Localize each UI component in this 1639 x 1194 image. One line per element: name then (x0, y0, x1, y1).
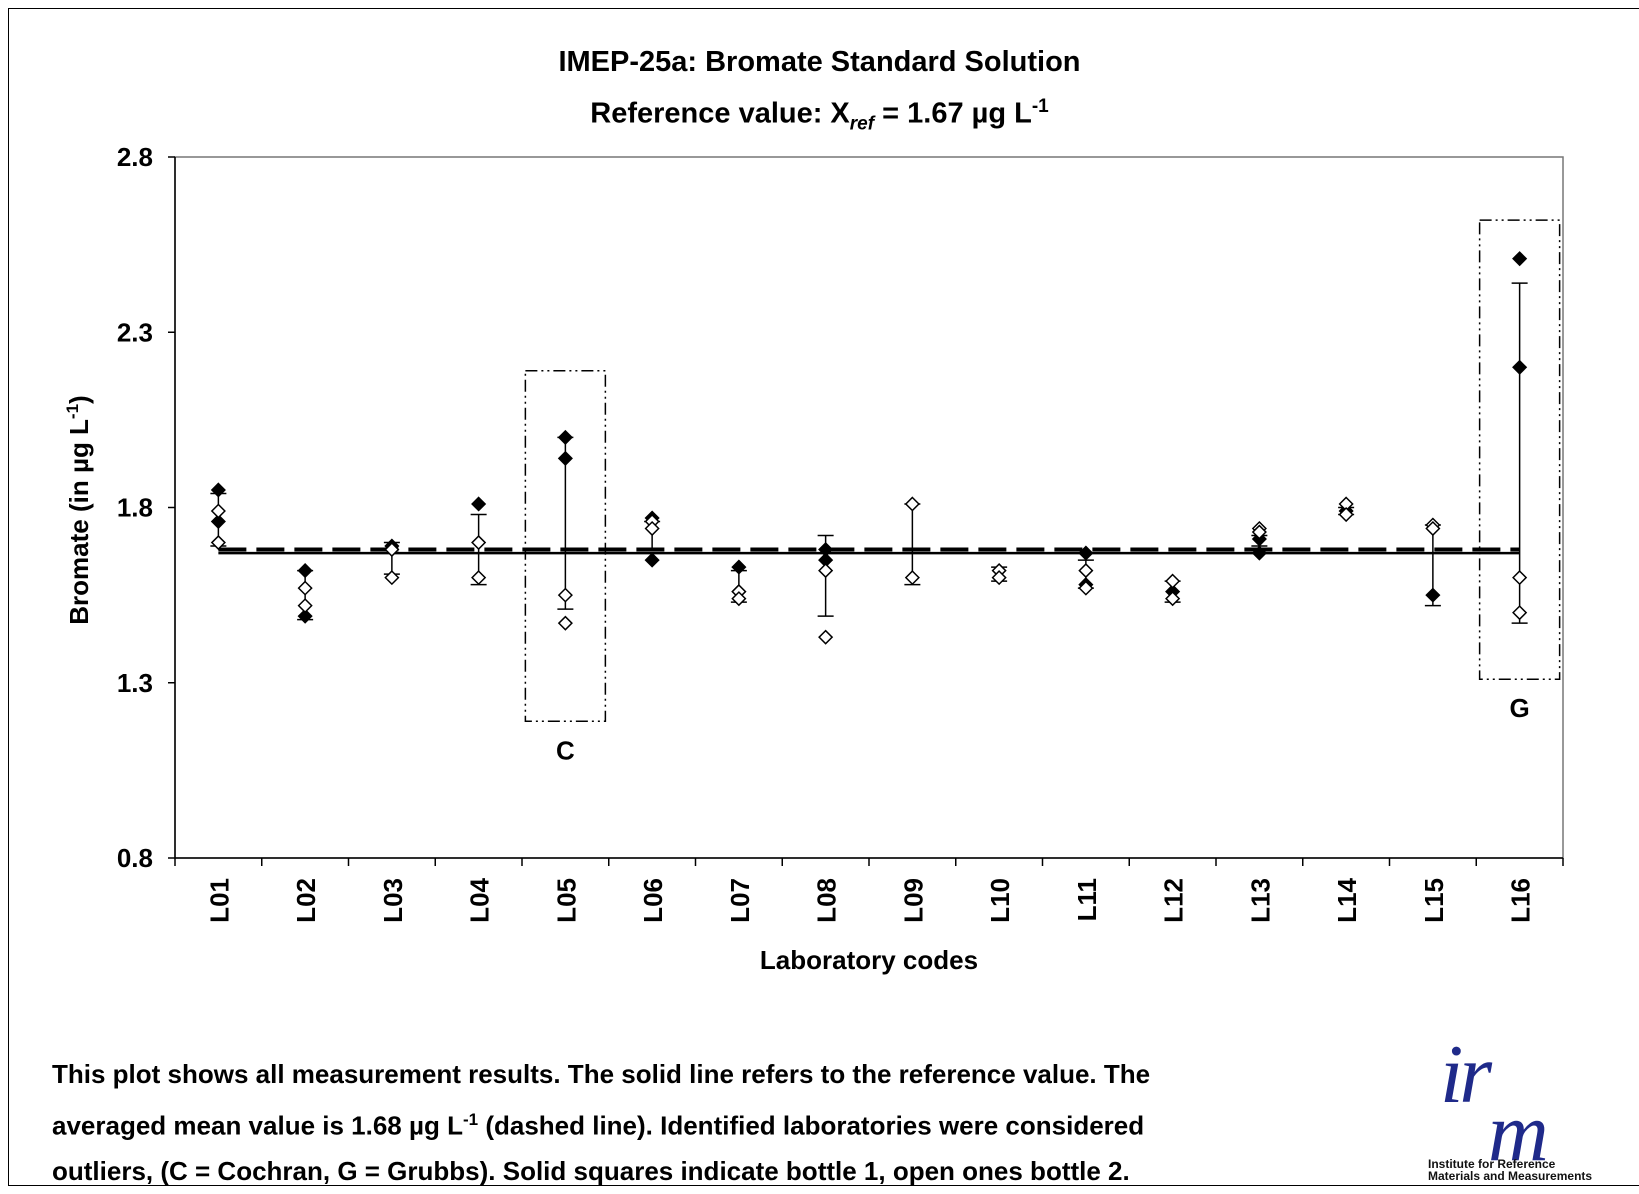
caption-line-2-a: averaged mean value is 1.68 µg L (52, 1110, 463, 1141)
subtitle-prefix: Reference value: X (590, 97, 850, 130)
x-axis-title: Laboratory codes (760, 945, 978, 975)
outlier-box (1478, 219, 1561, 680)
y-axis-title: Bromate (in µg L-1) (63, 395, 94, 624)
error-bars-layer (210, 282, 1528, 624)
data-point-bottle-1 (1425, 587, 1441, 603)
subtitle-subscript: ref (849, 113, 875, 135)
x-tick-label: L11 (1072, 878, 1102, 921)
x-tick-label: L09 (898, 878, 928, 923)
data-point-bottle-2 (731, 591, 747, 607)
x-tick-label: L07 (725, 878, 755, 923)
data-point-bottle-2 (557, 615, 573, 631)
data-point-bottle-2 (818, 563, 834, 579)
data-point-bottle-1 (1078, 545, 1094, 561)
data-point-bottle-2 (644, 520, 660, 537)
points-layer (210, 251, 1528, 645)
outlier-label: G (1510, 693, 1530, 723)
chart-svg: 0.8 1.3 1.8 2.3 2.8 L01 L02 L03 L04 L05 L06 L07 L08 L… (63, 142, 1564, 975)
caption-line-2: averaged mean value is 1.68 µg L-1 (dash… (52, 1097, 1392, 1149)
data-point-bottle-2 (210, 503, 226, 519)
data-point-bottle-1 (1512, 251, 1528, 267)
outlier-boxes-layer: CG (524, 219, 1561, 765)
x-tick-label: L14 (1332, 877, 1362, 922)
logo-letters-top: ir (1440, 1028, 1492, 1121)
chart-title: IMEP-25a: Bromate Standard Solution (558, 46, 1081, 78)
logo-line-2: Materials and Measurements (1428, 1169, 1593, 1183)
data-point-bottle-2 (1338, 506, 1354, 523)
y-axis-title-sup: -1 (63, 404, 82, 419)
subtitle-middle: = 1.67 µg L (874, 97, 1032, 130)
outlier-box (524, 370, 607, 723)
reference-lines-layer (218, 547, 1520, 555)
y-tick-label: 0.8 (117, 843, 153, 873)
figure-caption: This plot shows all measurement results.… (52, 1052, 1392, 1194)
data-point-bottle-1 (1512, 359, 1528, 375)
labels-layer: Bromate (in µg L-1) Laboratory codes (63, 395, 978, 975)
data-point-bottle-1 (644, 552, 660, 568)
y-tick-label: 1.8 (117, 493, 153, 523)
data-point-bottle-2 (557, 587, 573, 603)
x-tick-label: L01 (204, 878, 234, 923)
logo-line-1: Institute for Reference (1428, 1157, 1556, 1171)
x-tick-label: L06 (638, 878, 668, 923)
y-axis-title-main: Bromate (in µg L (64, 419, 94, 625)
y-tick-label: 2.3 (117, 317, 153, 347)
data-point-bottle-1 (557, 429, 573, 445)
data-point-bottle-2 (384, 541, 400, 558)
x-tick-label: L02 (291, 878, 321, 923)
x-tick-label: L15 (1419, 878, 1449, 923)
data-point-bottle-2 (1165, 591, 1181, 607)
figure-frame (8, 8, 1639, 1186)
x-tick-label: L12 (1159, 878, 1189, 923)
data-point-bottle-2 (210, 534, 226, 551)
data-point-bottle-2 (471, 534, 487, 551)
data-point-bottle-1 (557, 450, 573, 466)
data-point-bottle-2 (1251, 524, 1267, 540)
data-point-bottle-1 (297, 608, 313, 624)
data-point-bottle-1 (297, 563, 313, 579)
data-point-bottle-2 (297, 580, 313, 596)
data-point-bottle-2 (1512, 605, 1528, 621)
caption-line-2-sup: -1 (462, 1110, 479, 1129)
x-tick-label: L13 (1245, 878, 1275, 923)
y-axis-title-suffix: ) (64, 395, 94, 404)
x-tick-label: L16 (1506, 878, 1536, 923)
x-tick-label: L05 (551, 878, 581, 923)
data-point-bottle-2 (1078, 580, 1094, 596)
data-point-bottle-2 (991, 570, 1007, 586)
y-tick-label: 2.8 (117, 142, 153, 172)
data-point-bottle-2 (297, 598, 313, 614)
data-point-bottle-2 (1425, 520, 1441, 537)
caption-line-1: This plot shows all measurement results.… (52, 1059, 1151, 1089)
y-tick-label: 1.3 (117, 668, 153, 698)
x-tick-label: L10 (985, 878, 1015, 923)
plot-area (174, 156, 1564, 859)
data-point-bottle-2 (904, 496, 920, 512)
data-point-bottle-1 (731, 559, 747, 575)
data-point-bottle-1 (1251, 545, 1267, 561)
outlier-label: C (556, 735, 575, 765)
x-tick-label: L03 (378, 878, 408, 923)
logo-letters-bottom: m (1488, 1086, 1549, 1179)
data-point-bottle-2 (1078, 563, 1094, 579)
data-point-bottle-1 (471, 496, 487, 512)
data-point-bottle-1 (210, 513, 226, 530)
data-point-bottle-2 (384, 570, 400, 586)
axes-layer: 0.8 1.3 1.8 2.3 2.8 L01 L02 L03 L04 L05 L06 L07 L08 L… (117, 142, 1564, 923)
data-point-bottle-1 (210, 482, 226, 498)
chart-subtitle: Reference value: Xref = 1.67 µg L-1 (0, 96, 1639, 135)
data-point-bottle-2 (1512, 570, 1528, 586)
data-point-bottle-2 (471, 570, 487, 586)
x-tick-label: L08 (812, 878, 842, 923)
x-tick-label: L04 (465, 877, 495, 922)
caption-line-2-b: (dashed line). Identified laboratories w… (478, 1110, 1145, 1141)
data-point-bottle-2 (904, 570, 920, 586)
data-point-bottle-2 (1165, 573, 1181, 589)
caption-line-3: outliers, (C = Cochran, G = Grubbs). Sol… (52, 1155, 1130, 1186)
data-point-bottle-2 (818, 629, 834, 645)
subtitle-superscript: -1 (1031, 96, 1049, 117)
logo-institute-name: Institute for Reference Materials and Me… (1428, 1158, 1592, 1182)
irmm-logo: ir m Institute for Reference Materials a… (1418, 1028, 1639, 1191)
